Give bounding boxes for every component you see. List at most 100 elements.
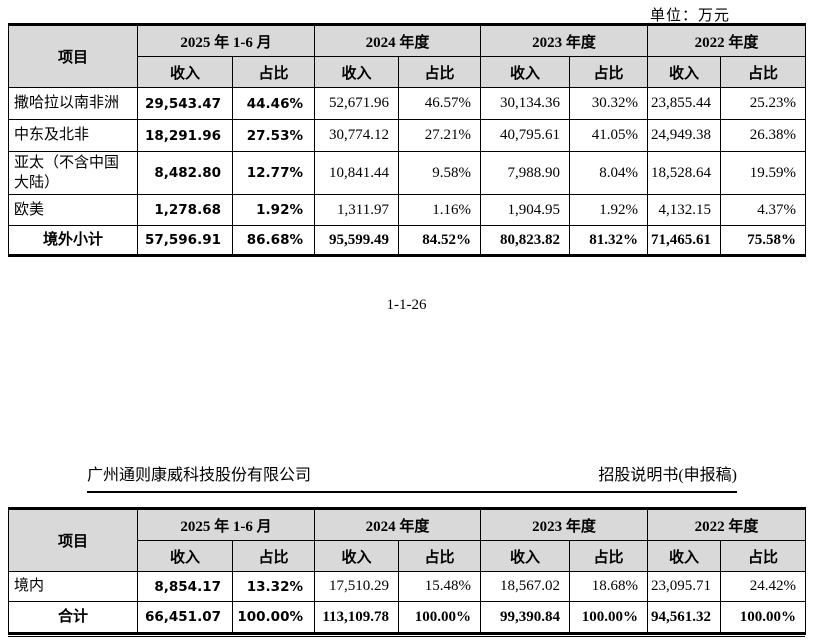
column-header-revenue: 收入 [137, 56, 233, 88]
share-cell: 100.00% [569, 601, 649, 634]
revenue-cell: 52,671.96 [314, 87, 399, 120]
share-cell: 9.58% [397, 151, 482, 195]
share-cell: 26.38% [720, 119, 807, 152]
revenue-cell: 30,134.36 [480, 87, 571, 120]
share-cell: 8.04% [569, 151, 649, 195]
share-cell: 13.32% [232, 571, 315, 602]
table-body: 撒哈拉以南非洲 29,543.47 44.46% 52,671.96 46.57% 30,… [8, 87, 807, 256]
share-cell: 27.21% [397, 119, 482, 152]
share-cell: 15.48% [397, 571, 482, 602]
share-cell: 27.53% [232, 119, 315, 152]
revenue-cell: 71,465.61 [647, 225, 722, 256]
header-row-periods: 项目 2025 年 1-6 月 2024 年度 2023 年度 2022 年度 [8, 24, 807, 88]
share-cell: 44.46% [232, 87, 315, 120]
domestic-revenue-table: 项目 2025 年 1-6 月 2024 年度 2023 年度 2022 年度 … [8, 507, 807, 635]
column-header-share: 占比 [720, 540, 807, 572]
share-cell: 25.23% [720, 87, 807, 120]
table-row: 中东及北非 18,291.96 27.53% 30,774.12 27.21% 40,79… [8, 119, 807, 152]
row-label-cell: 合计 [8, 601, 138, 634]
revenue-cell: 57,596.91 [137, 225, 233, 256]
column-header-share: 占比 [569, 56, 649, 88]
revenue-cell: 23,855.44 [647, 87, 722, 120]
row-label-cell: 境外小计 [8, 225, 138, 256]
share-cell: 75.58% [720, 225, 807, 256]
revenue-cell: 94,561.32 [647, 601, 722, 634]
table-body: 境内 8,854.17 13.32% 17,510.29 15.48% 18,567.02… [8, 571, 807, 634]
unit-label: 单位：万元 [649, 8, 730, 24]
column-header-revenue: 收入 [647, 540, 722, 572]
header-row-periods: 项目 2025 年 1-6 月 2024 年度 2023 年度 2022 年度 [8, 508, 807, 572]
column-header-revenue: 收入 [314, 56, 399, 88]
column-header-revenue: 收入 [647, 56, 722, 88]
revenue-cell: 40,795.61 [480, 119, 571, 152]
table-header: 项目 2025 年 1-6 月 2024 年度 2023 年度 2022 年度 … [8, 508, 807, 572]
revenue-cell: 4,132.15 [647, 194, 722, 226]
column-header-period: 2024 年度 [313, 508, 482, 541]
revenue-cell: 8,854.17 [137, 571, 233, 602]
revenue-cell: 95,599.49 [314, 225, 399, 256]
revenue-cell: 1,904.95 [480, 194, 571, 226]
overseas-revenue-table: 项目 2025 年 1-6 月 2024 年度 2023 年度 2022 年度 … [8, 23, 807, 257]
total-row: 境外小计 57,596.91 86.68% 95,599.49 84.52% 80,823… [8, 225, 807, 256]
share-cell: 1.92% [569, 194, 649, 226]
share-cell: 100.00% [720, 601, 807, 634]
revenue-cell: 1,311.97 [314, 194, 399, 226]
column-header-period: 2025 年 1-6 月 [137, 24, 315, 57]
share-cell: 4.37% [720, 194, 807, 226]
company-name: 广州通则康威科技股份有限公司 [87, 467, 312, 484]
column-header-share: 占比 [720, 56, 807, 88]
row-label-cell: 撒哈拉以南非洲 [8, 87, 138, 120]
column-header-item: 项目 [8, 24, 138, 88]
revenue-cell: 80,823.82 [480, 225, 571, 256]
domestic-revenue-table-wrap: 项目 2025 年 1-6 月 2024 年度 2023 年度 2022 年度 … [8, 507, 807, 637]
revenue-cell: 29,543.47 [137, 87, 233, 120]
total-row: 合计 66,451.07 100.00% 113,109.78 100.00% 99,39… [8, 601, 807, 634]
column-header-revenue: 收入 [480, 56, 571, 88]
share-cell: 100.00% [232, 601, 315, 634]
row-label-cell: 亚太（不含中国大陆） [8, 151, 138, 195]
column-header-share: 占比 [232, 56, 315, 88]
revenue-cell: 18,567.02 [480, 571, 571, 602]
revenue-cell: 1,278.68 [137, 194, 233, 226]
column-header-period: 2022 年度 [647, 508, 807, 541]
column-header-period: 2025 年 1-6 月 [137, 508, 315, 541]
share-cell: 24.42% [720, 571, 807, 602]
revenue-cell: 30,774.12 [314, 119, 399, 152]
share-cell: 19.59% [720, 151, 807, 195]
revenue-cell: 10,841.44 [314, 151, 399, 195]
column-header-share: 占比 [397, 540, 482, 572]
overseas-revenue-table-wrap: 项目 2025 年 1-6 月 2024 年度 2023 年度 2022 年度 … [8, 23, 807, 257]
revenue-cell: 18,291.96 [137, 119, 233, 152]
table-row: 撒哈拉以南非洲 29,543.47 44.46% 52,671.96 46.57% 30,… [8, 87, 807, 120]
table-header: 项目 2025 年 1-6 月 2024 年度 2023 年度 2022 年度 … [8, 24, 807, 88]
share-cell: 84.52% [397, 225, 482, 256]
share-cell: 18.68% [569, 571, 649, 602]
column-header-period: 2024 年度 [313, 24, 482, 57]
table-row: 境内 8,854.17 13.32% 17,510.29 15.48% 18,567.02… [8, 571, 807, 602]
revenue-cell: 66,451.07 [137, 601, 233, 634]
revenue-cell: 113,109.78 [314, 601, 399, 634]
share-cell: 30.32% [569, 87, 649, 120]
column-header-revenue: 收入 [137, 540, 233, 572]
revenue-cell: 99,390.84 [480, 601, 571, 634]
page-header: 广州通则康威科技股份有限公司 招股说明书(申报稿) [87, 461, 737, 493]
header-row-subcolumns: 收入 占比 收入 占比 收入 占比 收入 占比 [9, 56, 807, 88]
column-header-share: 占比 [397, 56, 482, 88]
column-header-period: 2023 年度 [480, 24, 649, 57]
header-row-subcolumns: 收入 占比 收入 占比 收入 占比 收入 占比 [9, 540, 807, 572]
share-cell: 46.57% [397, 87, 482, 120]
column-header-share: 占比 [232, 540, 315, 572]
row-label-cell: 欧美 [8, 194, 138, 226]
share-cell: 1.16% [397, 194, 482, 226]
revenue-cell: 23,095.71 [647, 571, 722, 602]
revenue-cell: 8,482.80 [137, 151, 233, 195]
column-header-item: 项目 [8, 508, 138, 572]
revenue-cell: 18,528.64 [647, 151, 722, 195]
share-cell: 41.05% [569, 119, 649, 152]
column-header-revenue: 收入 [314, 540, 399, 572]
table-row: 欧美 1,278.68 1.92% 1,311.97 1.16% 1,904.95 1.92… [8, 194, 807, 226]
doc-title: 招股说明书(申报稿) [598, 467, 737, 484]
revenue-cell: 17,510.29 [314, 571, 399, 602]
page-number: 1-1-26 [386, 297, 427, 313]
